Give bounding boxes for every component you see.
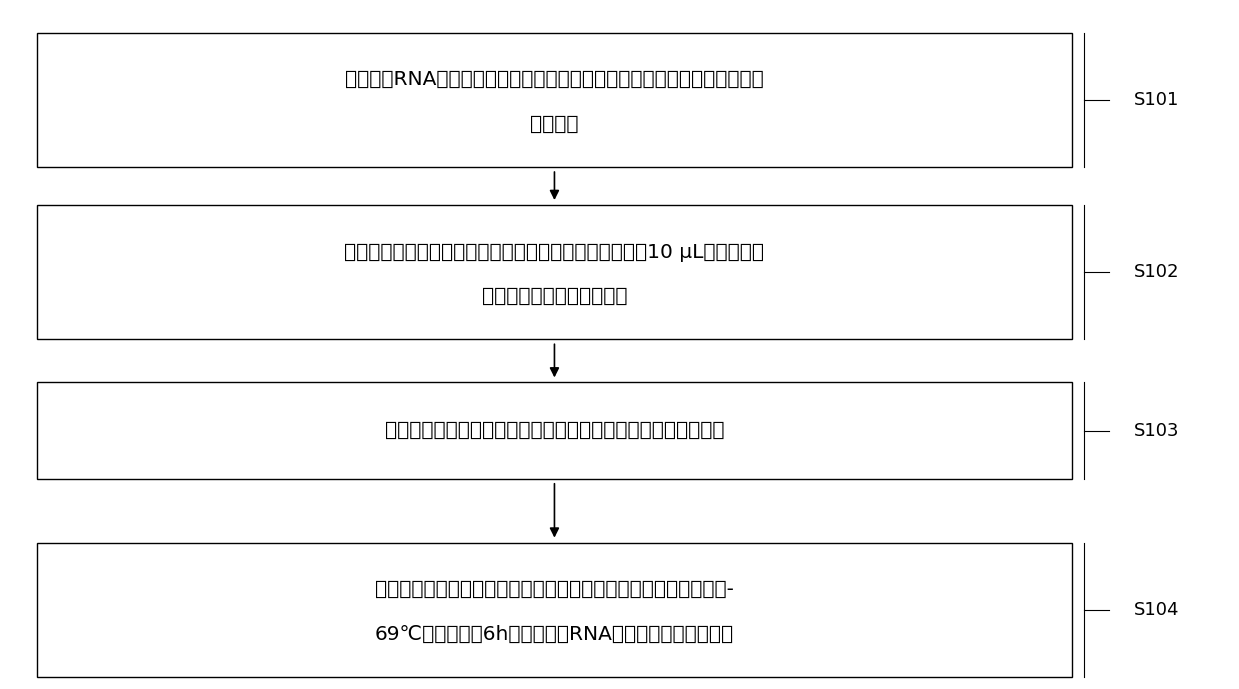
Text: S101: S101	[1134, 91, 1180, 109]
Bar	[37, 205, 1072, 340]
Text: S103: S103	[1134, 422, 1180, 440]
Bar	[37, 382, 1072, 479]
Text: S102: S102	[1134, 263, 1180, 281]
Text: 将液氮倒入无菌的药杯中，利用移液枪将所述混合溶液以10 μL体积滴入所: 将液氮倒入无菌的药杯中，利用移液枪将所述混合溶液以10 μL体积滴入所	[344, 243, 764, 262]
Text: 69℃，真空冻干6h以上，得到RNA核酸释放剂的冻干微球: 69℃，真空冻干6h以上，得到RNA核酸释放剂的冻干微球	[375, 624, 733, 644]
Text: 述液氮中，凝结成圆形小球: 述液氮中，凝结成圆形小球	[482, 287, 627, 306]
Text: 采用无菌膜对所述药杯进行封口，并在所述无菌膜上扎出数个孔: 采用无菌膜对所述药杯进行封口，并在所述无菌膜上扎出数个孔	[384, 421, 725, 440]
Text: 按比例将RNA核酸释放剂各组分加入无核酶的离心管中，并混合均匀，得到: 按比例将RNA核酸释放剂各组分加入无核酶的离心管中，并混合均匀，得到	[346, 70, 763, 90]
Text: 混合溶液: 混合溶液	[530, 114, 579, 134]
Bar	[37, 543, 1072, 677]
Text: S104: S104	[1134, 601, 1180, 619]
Bar	[37, 32, 1072, 167]
Text: 将所述药杯放入已预冷的冻干机中，所述冻干机的冷阱温度设置为-: 将所述药杯放入已预冷的冻干机中，所述冻干机的冷阱温度设置为-	[375, 580, 733, 599]
